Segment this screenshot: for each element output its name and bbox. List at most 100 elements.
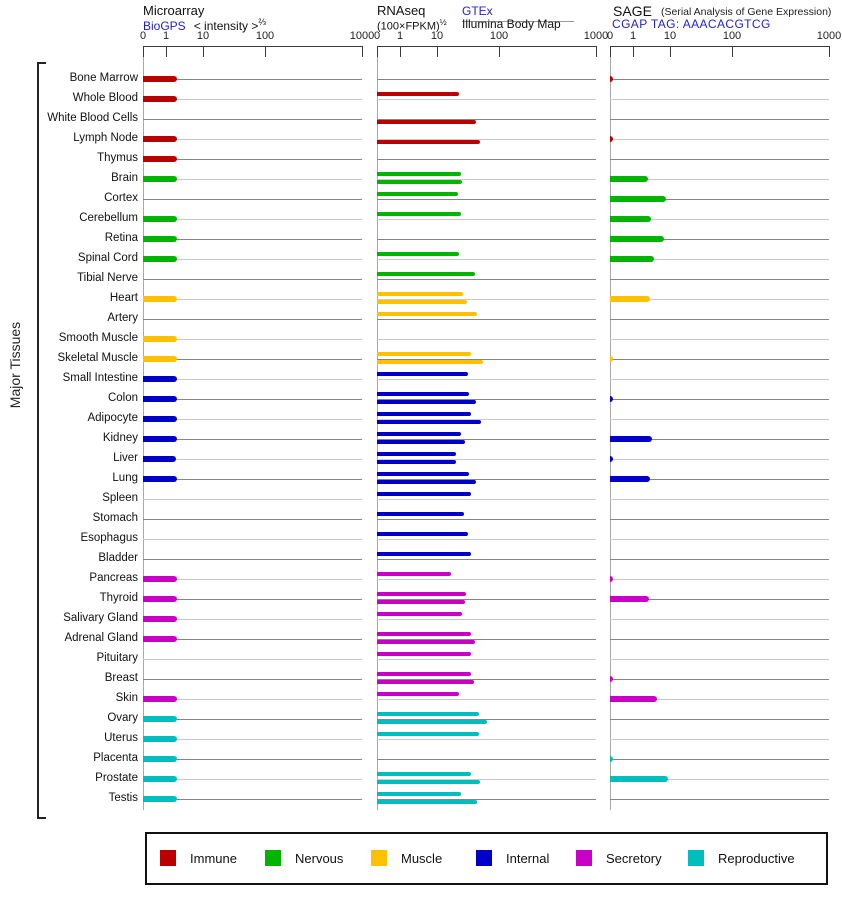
bar-rnaseq-gtex-testis bbox=[377, 792, 461, 796]
bar-rnaseq-gtex-whole-blood bbox=[377, 92, 460, 96]
sage-axis-line bbox=[610, 46, 829, 47]
bar-sage-brain bbox=[610, 176, 648, 182]
tissue-label-pituitary: Pituitary bbox=[96, 652, 138, 664]
microarray-gridline-smooth-muscle bbox=[143, 339, 362, 340]
rnaseq-gridline-esophagus bbox=[377, 539, 596, 540]
sage-gridline-liver bbox=[610, 459, 829, 460]
microarray-gridline-adipocyte bbox=[143, 419, 362, 420]
bar-microarray-uterus bbox=[143, 736, 178, 742]
tissue-label-whole-blood: Whole Blood bbox=[72, 92, 138, 104]
bar-sage-thyroid bbox=[610, 596, 649, 602]
sage-gridline-colon bbox=[610, 399, 829, 400]
bar-microarray-cerebellum bbox=[143, 216, 178, 222]
bar-microarray-salivary-gland bbox=[143, 616, 178, 622]
sage-gridline-cortex bbox=[610, 199, 829, 200]
bar-sage-liver bbox=[610, 456, 613, 462]
sage-gridline-adipocyte bbox=[610, 419, 829, 420]
bar-sage-placenta bbox=[610, 756, 613, 762]
sage-panel-title: SAGE bbox=[613, 3, 652, 19]
microarray-gridline-lymph-node bbox=[143, 139, 362, 140]
bar-rnaseq-illumina-liver bbox=[377, 460, 456, 464]
tissue-label-uterus: Uterus bbox=[104, 732, 138, 744]
biogps-link[interactable]: BioGPS bbox=[143, 19, 186, 33]
bar-sage-retina bbox=[610, 236, 665, 242]
rnaseq-gridline-white-blood-cells bbox=[377, 119, 596, 120]
sage-gridline-skeletal-muscle bbox=[610, 359, 829, 360]
bar-rnaseq-gtex-liver bbox=[377, 452, 456, 456]
sage-tick-label-100: 100 bbox=[722, 30, 742, 42]
rnaseq-gridline-uterus bbox=[377, 739, 596, 740]
cgap-tag-link[interactable]: CGAP TAG: AAACACGTCG bbox=[612, 17, 771, 31]
bar-rnaseq-illumina-adrenal-gland bbox=[377, 640, 475, 644]
sage-gridline-artery bbox=[610, 319, 829, 320]
rnaseq-tick-mark-0 bbox=[377, 46, 378, 57]
sage-gridline-esophagus bbox=[610, 539, 829, 540]
rnaseq-gridline-smooth-muscle bbox=[377, 339, 596, 340]
sage-gridline-white-blood-cells bbox=[610, 119, 829, 120]
bar-microarray-skin bbox=[143, 696, 178, 702]
sage-gridline-whole-blood bbox=[610, 99, 829, 100]
rnaseq-panel-left-border bbox=[377, 46, 378, 810]
sage-gridline-pancreas bbox=[610, 579, 829, 580]
rnaseq-gridline-heart bbox=[377, 299, 596, 300]
sage-gridline-uterus bbox=[610, 739, 829, 740]
bar-microarray-smooth-muscle bbox=[143, 336, 178, 342]
microarray-gridline-thyroid bbox=[143, 599, 362, 600]
tissue-label-kidney: Kidney bbox=[102, 432, 138, 444]
sage-gridline-thymus bbox=[610, 159, 829, 160]
microarray-tick-label-1: 1 bbox=[162, 30, 170, 42]
microarray-gridline-cortex bbox=[143, 199, 362, 200]
rnaseq-tick-label-1000: 1000 bbox=[583, 30, 609, 42]
sage-gridline-testis bbox=[610, 799, 829, 800]
rnaseq-tick-label-1: 1 bbox=[396, 30, 404, 42]
bar-microarray-prostate bbox=[143, 776, 178, 782]
microarray-gridline-brain bbox=[143, 179, 362, 180]
bar-rnaseq-gtex-spleen bbox=[377, 492, 471, 496]
sage-gridline-spinal-cord bbox=[610, 259, 829, 260]
bar-microarray-skeletal-muscle bbox=[143, 356, 178, 362]
bar-rnaseq-gtex-adrenal-gland bbox=[377, 632, 472, 636]
bar-microarray-thymus bbox=[143, 156, 178, 162]
bar-microarray-ovary bbox=[143, 716, 178, 722]
bar-rnaseq-gtex-skin bbox=[377, 692, 460, 696]
rnaseq-gridline-lung bbox=[377, 479, 596, 480]
tissue-label-testis: Testis bbox=[108, 792, 138, 804]
bar-rnaseq-gtex-salivary-gland bbox=[377, 612, 462, 616]
bar-rnaseq-gtex-spinal-cord bbox=[377, 252, 460, 256]
rnaseq-gridline-pancreas bbox=[377, 579, 596, 580]
bar-microarray-kidney bbox=[143, 436, 178, 442]
bar-rnaseq-illumina-prostate bbox=[377, 780, 481, 784]
rnaseq-gridline-breast bbox=[377, 679, 596, 680]
microarray-tick-mark-1000 bbox=[362, 46, 363, 57]
sage-tick-mark-10 bbox=[670, 46, 671, 57]
sage-gridline-small-intestine bbox=[610, 379, 829, 380]
bar-microarray-lymph-node bbox=[143, 136, 178, 142]
bar-rnaseq-illumina-brain bbox=[377, 180, 462, 184]
rnaseq-gridline-testis bbox=[377, 799, 596, 800]
bar-rnaseq-illumina-adipocyte bbox=[377, 420, 482, 424]
microarray-tick-mark-100 bbox=[265, 46, 266, 57]
legend-swatch-secretory bbox=[576, 850, 592, 866]
bar-sage-prostate bbox=[610, 776, 669, 782]
bar-rnaseq-gtex-small-intestine bbox=[377, 372, 469, 376]
rnaseq-gridline-thyroid bbox=[377, 599, 596, 600]
tissue-label-skin: Skin bbox=[115, 692, 138, 704]
tissue-label-lung: Lung bbox=[112, 472, 138, 484]
bar-microarray-small-intestine bbox=[143, 376, 178, 382]
tissue-label-adrenal-gland: Adrenal Gland bbox=[64, 632, 138, 644]
rnaseq-gridline-thymus bbox=[377, 159, 596, 160]
microarray-gridline-uterus bbox=[143, 739, 362, 740]
bar-sage-bone-marrow bbox=[610, 76, 613, 82]
bar-rnaseq-illumina-lymph-node bbox=[377, 140, 481, 144]
bar-microarray-brain bbox=[143, 176, 178, 182]
gtex-link[interactable]: GTEx bbox=[462, 4, 493, 18]
rnaseq-gridline-skin bbox=[377, 699, 596, 700]
microarray-panel-left-border bbox=[143, 46, 144, 810]
sage-gridline-thyroid bbox=[610, 599, 829, 600]
rnaseq-gridline-prostate bbox=[377, 779, 596, 780]
bar-sage-lung bbox=[610, 476, 651, 482]
bar-rnaseq-illumina-breast bbox=[377, 680, 475, 684]
rnaseq-gridline-placenta bbox=[377, 759, 596, 760]
tissue-label-bladder: Bladder bbox=[98, 552, 138, 564]
tissue-label-skeletal-muscle: Skeletal Muscle bbox=[57, 352, 138, 364]
